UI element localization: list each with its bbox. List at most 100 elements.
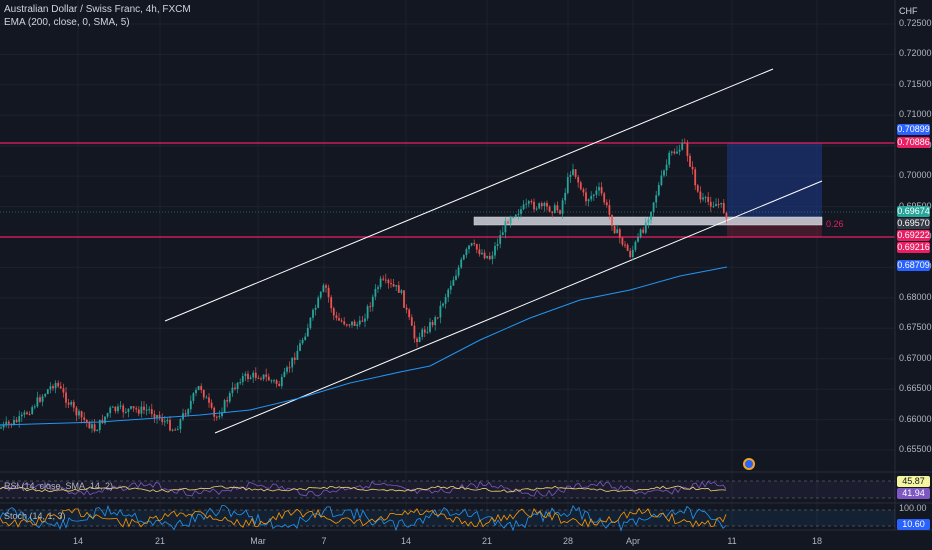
candle-body	[449, 285, 452, 290]
rsi-legend[interactable]: RSI (14, close, SMA, 14, 2)	[4, 481, 114, 491]
ema-200-line	[0, 266, 728, 426]
time-axis-label: Apr	[625, 536, 641, 546]
candle-body	[33, 406, 36, 408]
candle-body	[405, 307, 408, 310]
candle-body	[678, 149, 681, 152]
currency-label: CHF	[899, 6, 918, 16]
candle-body	[371, 296, 374, 307]
candle-body	[442, 303, 444, 306]
candle-body	[676, 151, 678, 154]
candle-body	[447, 289, 450, 298]
candle-body	[247, 373, 249, 379]
candle-body	[647, 219, 650, 223]
candle-body	[26, 412, 28, 414]
rsi-ma-line	[0, 485, 727, 493]
candle-body	[379, 278, 382, 288]
candle-body	[439, 305, 442, 318]
price-axis-label: 0.69500	[899, 201, 932, 211]
candle-body	[395, 285, 398, 287]
economic-event-icon[interactable]	[743, 458, 755, 470]
candle-body	[366, 306, 369, 319]
candle-body	[36, 397, 39, 407]
candle-body	[119, 405, 122, 407]
candle-body	[288, 367, 291, 369]
candle-body	[694, 169, 697, 186]
candle-body	[639, 229, 642, 237]
channel-lower-line[interactable]	[214, 180, 823, 434]
time-axis-label: 14	[400, 536, 412, 546]
candle-body	[44, 394, 47, 397]
candle-body	[416, 338, 418, 343]
candle-body	[70, 402, 73, 405]
price-axis-label: 0.67500	[899, 322, 932, 333]
candle-body	[592, 194, 595, 196]
candle-body	[241, 376, 244, 383]
symbol-title[interactable]: Australian Dollar / Swiss Franc, 4h, FXC…	[4, 4, 191, 15]
candle-body	[135, 408, 138, 410]
candle-body	[704, 197, 707, 199]
long-position-target-zone[interactable]	[727, 143, 822, 219]
candle-body	[327, 287, 330, 298]
candle-body	[23, 412, 26, 415]
time-axis-label: 7	[321, 536, 327, 546]
candle-body	[314, 307, 317, 310]
candle-body	[512, 217, 515, 219]
time-axis-label: 28	[562, 536, 574, 546]
rsi-band	[0, 481, 895, 498]
price-axis-label: 0.71000	[899, 109, 932, 120]
candle-body	[52, 386, 54, 389]
candle-body	[598, 187, 600, 191]
candle-body	[579, 182, 582, 190]
candle-body	[171, 429, 174, 431]
candle-body	[681, 142, 684, 150]
candle-body	[475, 244, 478, 250]
candle-body	[140, 406, 143, 414]
candle-body	[111, 406, 114, 408]
candle-body	[465, 249, 468, 256]
candle-body	[189, 400, 192, 410]
candle-body	[600, 187, 603, 194]
channel-upper-line[interactable]	[164, 68, 774, 322]
candle-body	[59, 386, 62, 389]
candle-body	[572, 169, 574, 175]
candle-body	[457, 267, 460, 276]
candle-body	[304, 336, 307, 340]
fib-level-label: 0.26	[826, 219, 844, 229]
candle-body	[83, 417, 86, 420]
candle-body	[481, 252, 483, 255]
candle-body	[317, 297, 320, 308]
stoch-band	[0, 510, 895, 526]
candle-body	[382, 278, 385, 280]
candle-body	[603, 193, 606, 203]
candle-body	[621, 237, 624, 245]
candle-body	[2, 424, 5, 428]
ema-indicator-legend[interactable]: EMA (200, close, 0, SMA, 5)	[4, 17, 130, 28]
price-axis-label: 0.66500	[899, 383, 932, 394]
candle-body	[184, 413, 187, 415]
candle-body	[163, 421, 166, 423]
candle-body	[403, 290, 405, 308]
candle-body	[169, 419, 171, 431]
candle-body	[559, 210, 561, 214]
candle-body	[221, 412, 223, 417]
candle-body	[468, 245, 470, 250]
candle-body	[257, 377, 260, 379]
candle-body	[696, 185, 699, 192]
candle-body	[31, 407, 34, 414]
candle-body	[421, 329, 424, 337]
stoch-legend[interactable]: Stoch (14, 1, 3)	[4, 511, 66, 521]
candle-body	[501, 232, 504, 236]
candle-body	[631, 249, 634, 258]
candle-body	[660, 175, 663, 186]
rsi-ma-value-tag: 41.94	[897, 488, 930, 499]
candle-body	[663, 170, 665, 176]
candle-body	[340, 320, 343, 322]
candle-body	[605, 202, 608, 206]
candle-body	[226, 400, 229, 402]
candle-body	[496, 243, 499, 246]
candle-body	[353, 321, 356, 326]
candle-body	[670, 151, 673, 153]
candle-body	[234, 387, 236, 390]
candle-body	[538, 203, 541, 209]
